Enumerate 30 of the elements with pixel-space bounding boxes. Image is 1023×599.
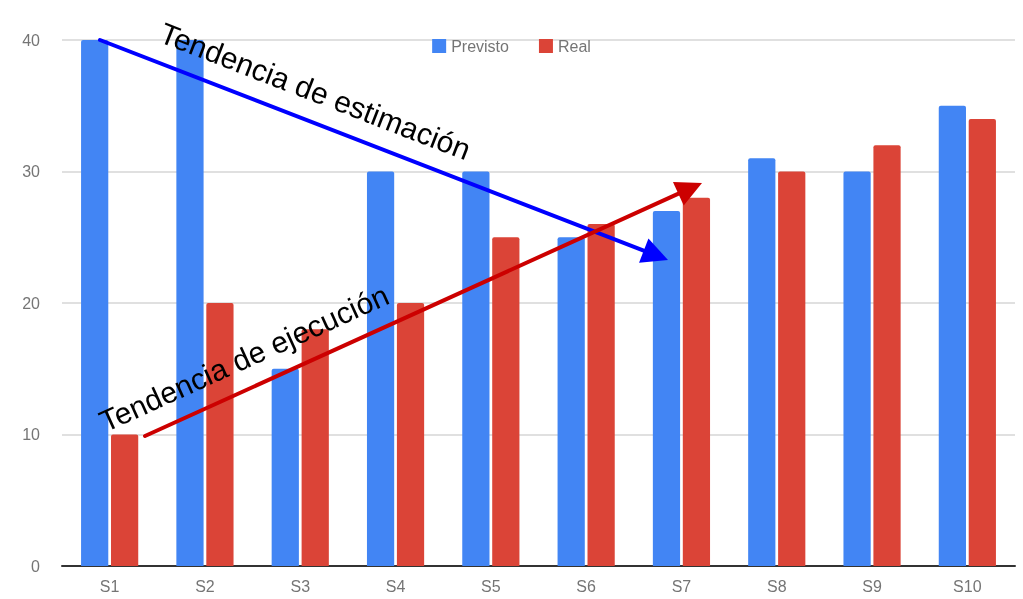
bar [843, 171, 871, 566]
bar [462, 171, 490, 566]
x-tick-label: S7 [671, 577, 692, 595]
legend-label: Real [557, 37, 591, 55]
x-tick-label: S9 [862, 577, 882, 595]
bar [748, 158, 776, 566]
bar [492, 237, 520, 566]
x-tick-label: S5 [481, 577, 501, 595]
x-tick-label: S10 [953, 577, 982, 595]
x-tick-label: S4 [385, 577, 406, 595]
bar [873, 145, 901, 566]
bar [396, 303, 425, 566]
bar [938, 105, 966, 566]
x-tick-label: S2 [195, 577, 215, 595]
legend-label: Previsto [451, 37, 510, 55]
x-tick-label: S6 [576, 577, 597, 595]
bar [968, 118, 996, 566]
x-tick-label: S1 [99, 577, 120, 595]
x-tick-label: S3 [290, 577, 311, 595]
bar [778, 171, 806, 566]
y-tick-label: 10 [22, 426, 41, 443]
y-tick-label: 0 [31, 557, 41, 575]
bar [587, 224, 615, 566]
y-tick-label: 40 [22, 31, 41, 49]
bar [111, 434, 139, 566]
x-tick-label: S8 [766, 577, 787, 595]
y-tick-label: 30 [22, 163, 41, 180]
y-tick-label: 20 [22, 294, 41, 312]
bar [271, 368, 299, 566]
bar [557, 237, 585, 566]
